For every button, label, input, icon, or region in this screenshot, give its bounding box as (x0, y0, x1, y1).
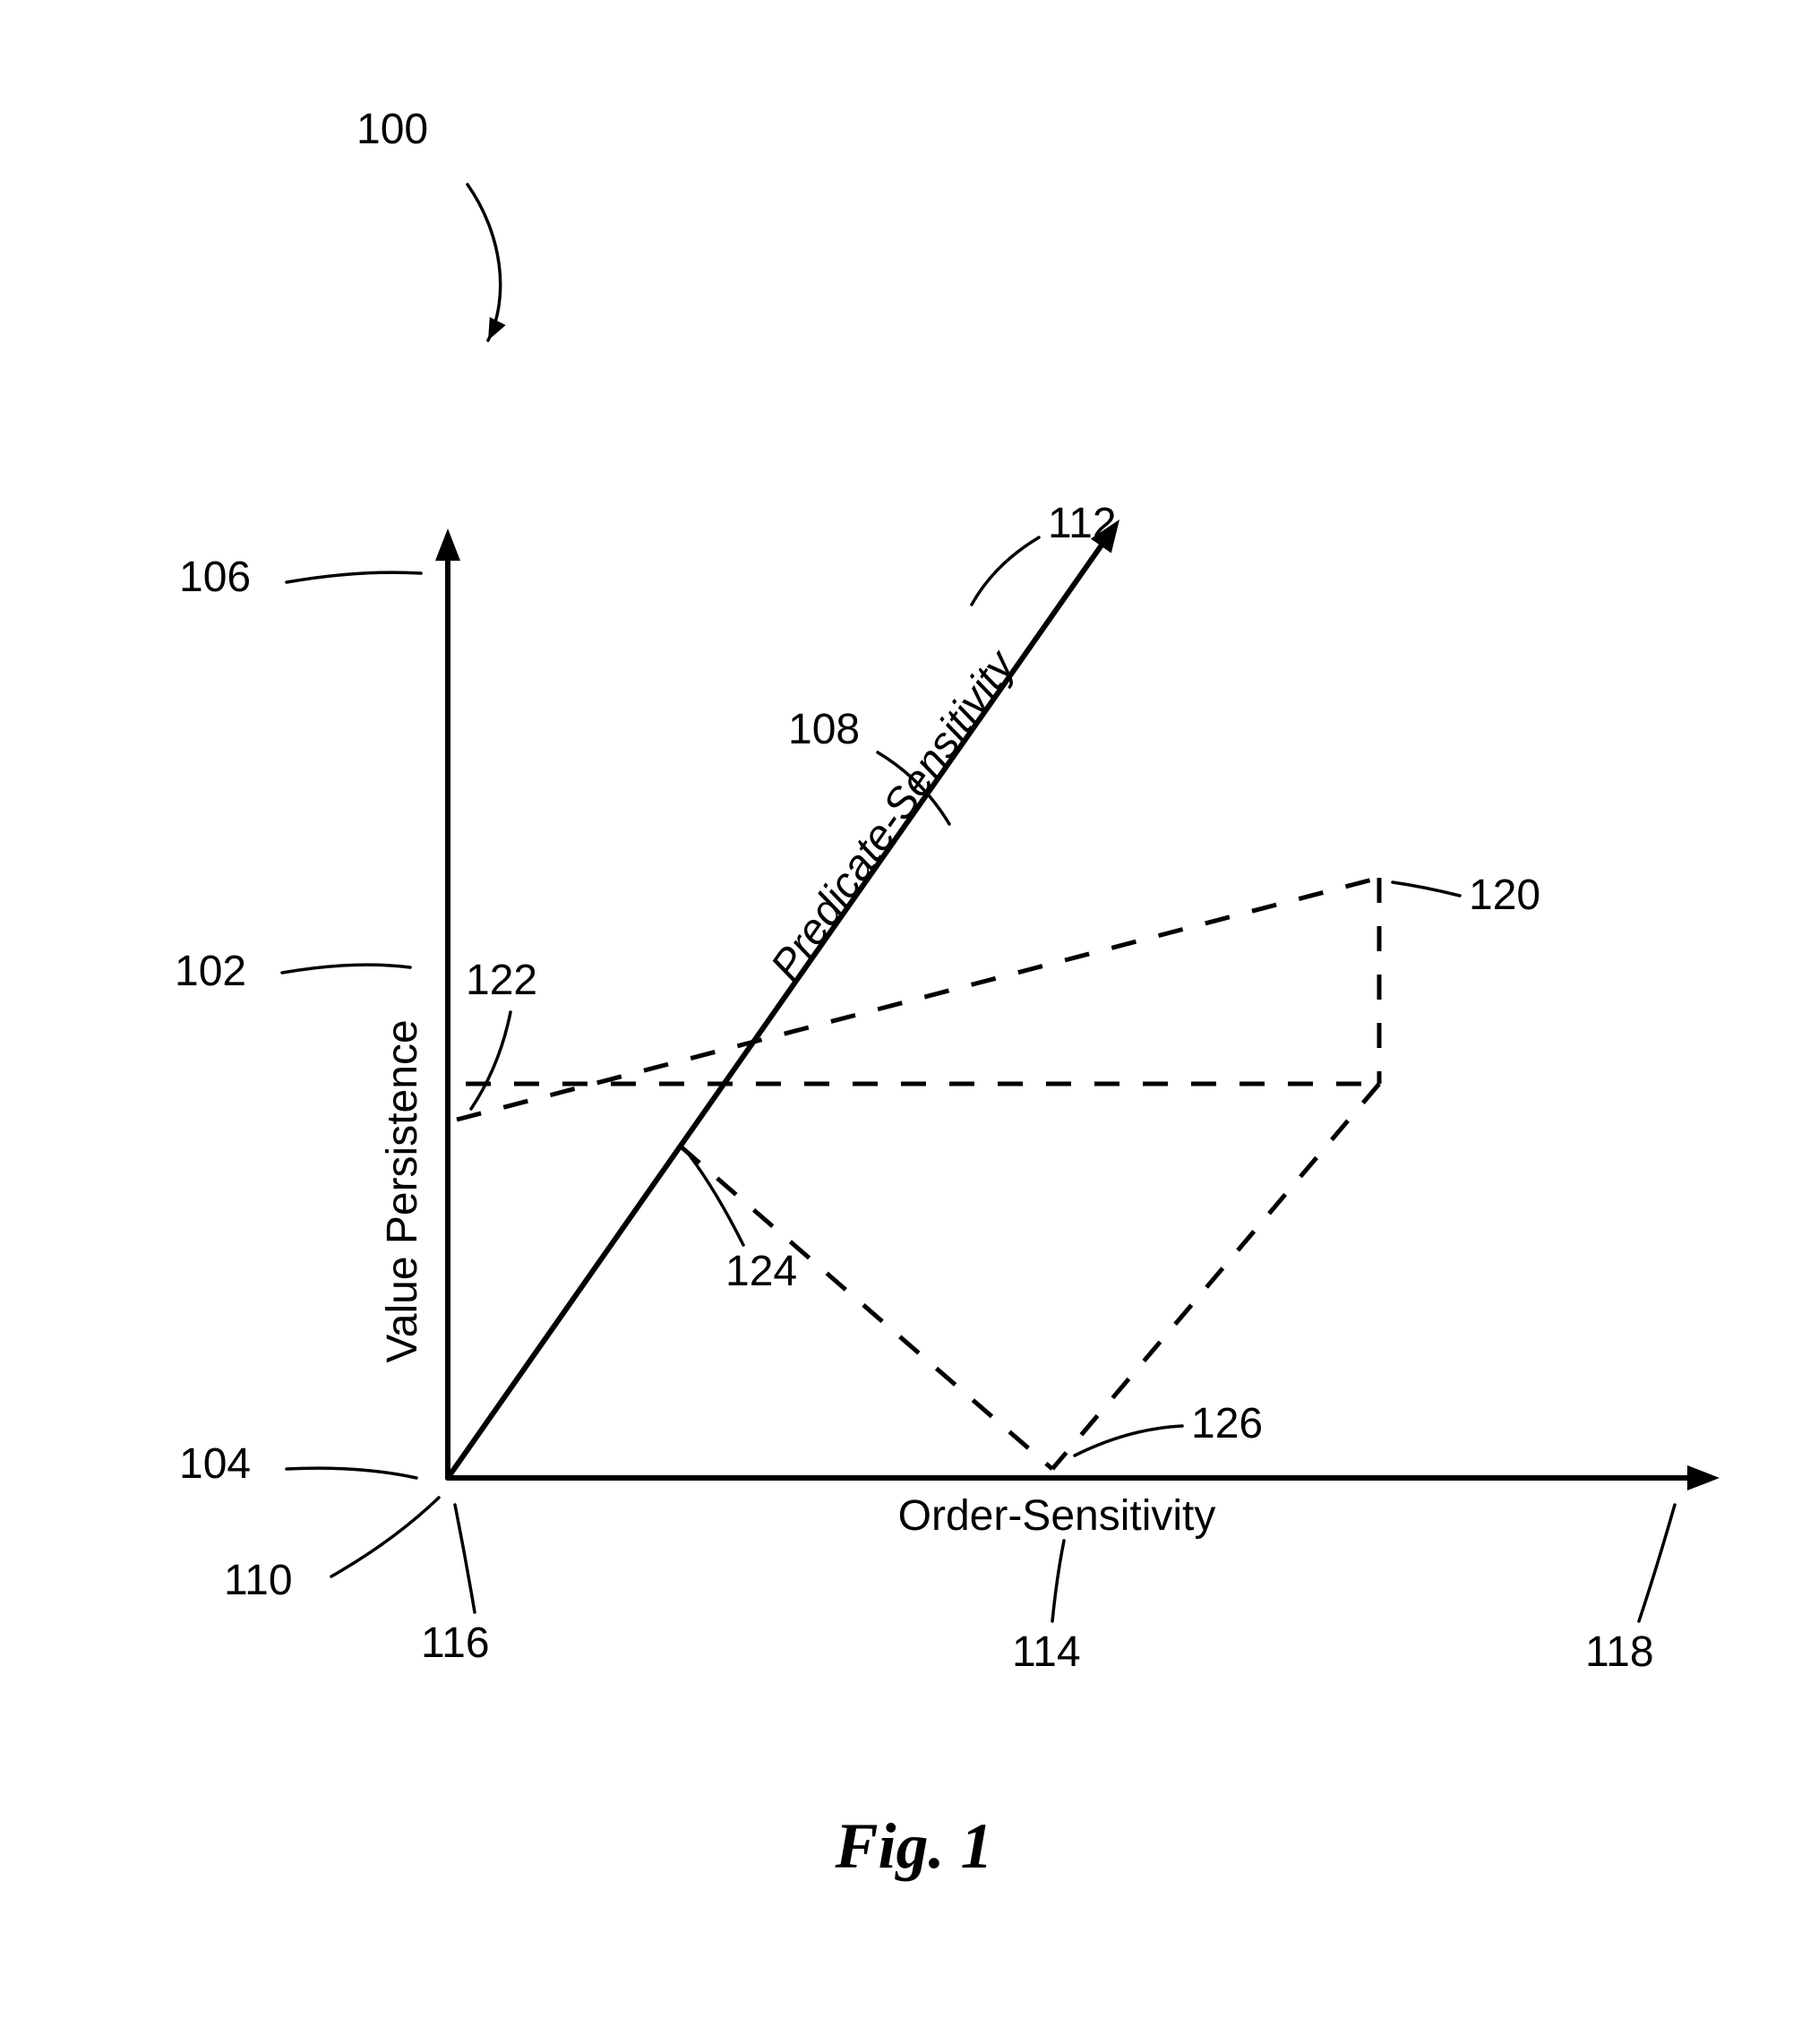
figure-background (0, 0, 1810, 2044)
ref-label-112: 112 (1048, 500, 1117, 547)
ref-label-116: 116 (421, 1619, 490, 1667)
x-axis-label: Order-Sensitivity (898, 1492, 1216, 1540)
ref-label-124: 124 (725, 1248, 797, 1295)
ref-label-102: 102 (175, 948, 246, 995)
ref-label-110: 110 (224, 1557, 293, 1604)
ref-label-100: 100 (356, 106, 428, 153)
ref-label-108: 108 (788, 706, 860, 753)
ref-label-104: 104 (179, 1440, 251, 1488)
ref-label-106: 106 (179, 554, 251, 601)
ref-label-118: 118 (1585, 1628, 1654, 1676)
ref-label-120: 120 (1469, 872, 1540, 919)
ref-label-126: 126 (1191, 1400, 1263, 1447)
figure-caption: Fig. 1 (834, 1810, 992, 1882)
ref-label-114: 114 (1012, 1628, 1081, 1676)
ref-label-122: 122 (466, 957, 537, 1004)
y-axis-label: Value Persistence (379, 1019, 426, 1362)
